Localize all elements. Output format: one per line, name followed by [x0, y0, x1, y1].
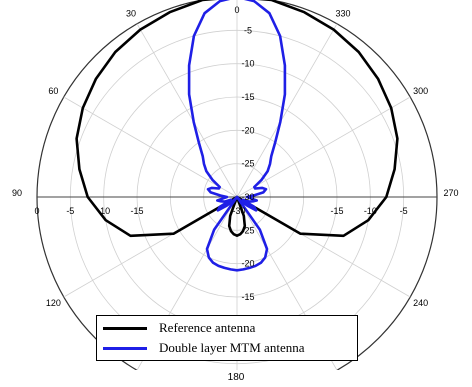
- grid-spoke: [236, 23, 338, 198]
- angle-tick-label-180: 180: [227, 372, 245, 383]
- angle-tick-label-60: 60: [48, 86, 58, 96]
- angle-tick-label-330: 330: [335, 8, 350, 18]
- legend-label-reference: Reference antenna: [159, 320, 256, 335]
- angle-tick-label-120: 120: [46, 298, 61, 308]
- grid-spoke: [236, 96, 411, 198]
- angle-tick-label-0: 0: [234, 5, 239, 15]
- radial-tick-label: -25: [241, 159, 254, 169]
- legend-swatch-mtm: [103, 346, 147, 350]
- radial-tick-label: -15: [241, 292, 254, 302]
- radial-tick-label: -10: [97, 206, 110, 216]
- radial-tick-label: -20: [241, 125, 254, 135]
- radial-tick-label: 0: [34, 206, 39, 216]
- series-line-1: [187, 0, 287, 272]
- radial-tick-label: -30: [241, 192, 254, 202]
- grid-spoke: [136, 23, 238, 198]
- radial-tick-label: -15: [330, 206, 343, 216]
- legend: Reference antenna Double layer MTM anten…: [96, 315, 358, 361]
- angle-tick-label-270: 270: [443, 188, 458, 198]
- angle-tick-label-240: 240: [413, 298, 428, 308]
- radial-tick-label: -25: [241, 225, 254, 235]
- radial-tick-label: -5: [244, 25, 252, 35]
- plot-series: [75, 0, 399, 272]
- legend-swatch-reference: [103, 326, 147, 330]
- legend-item-mtm: Double layer MTM antenna: [103, 339, 304, 357]
- angle-tick-label-300: 300: [413, 86, 428, 96]
- radial-tick-labels: -5 -10 -15 -20 -25 -30 -15 -20 -25 -30 -5 -5 -10 -10 -…: [34, 25, 407, 302]
- radial-tick-label-center: -30: [232, 206, 245, 216]
- series-line-0: [75, 0, 399, 238]
- radial-tick-label: -10: [364, 206, 377, 216]
- angle-tick-labels: 0 30 60 90 120 240 270 300 330: [12, 5, 459, 308]
- angle-tick-label-90: 90: [12, 188, 22, 198]
- grid-spoke: [63, 96, 238, 198]
- legend-label-mtm: Double layer MTM antenna: [159, 340, 305, 355]
- radial-tick-label: -5: [66, 206, 74, 216]
- radial-tick-label: -15: [241, 92, 254, 102]
- radial-tick-label: -5: [400, 206, 408, 216]
- legend-item-reference: Reference antenna: [103, 319, 255, 337]
- radial-tick-label: -10: [241, 59, 254, 69]
- angle-tick-label-30: 30: [126, 8, 136, 18]
- radial-tick-label: -15: [130, 206, 143, 216]
- radial-tick-label: -20: [241, 259, 254, 269]
